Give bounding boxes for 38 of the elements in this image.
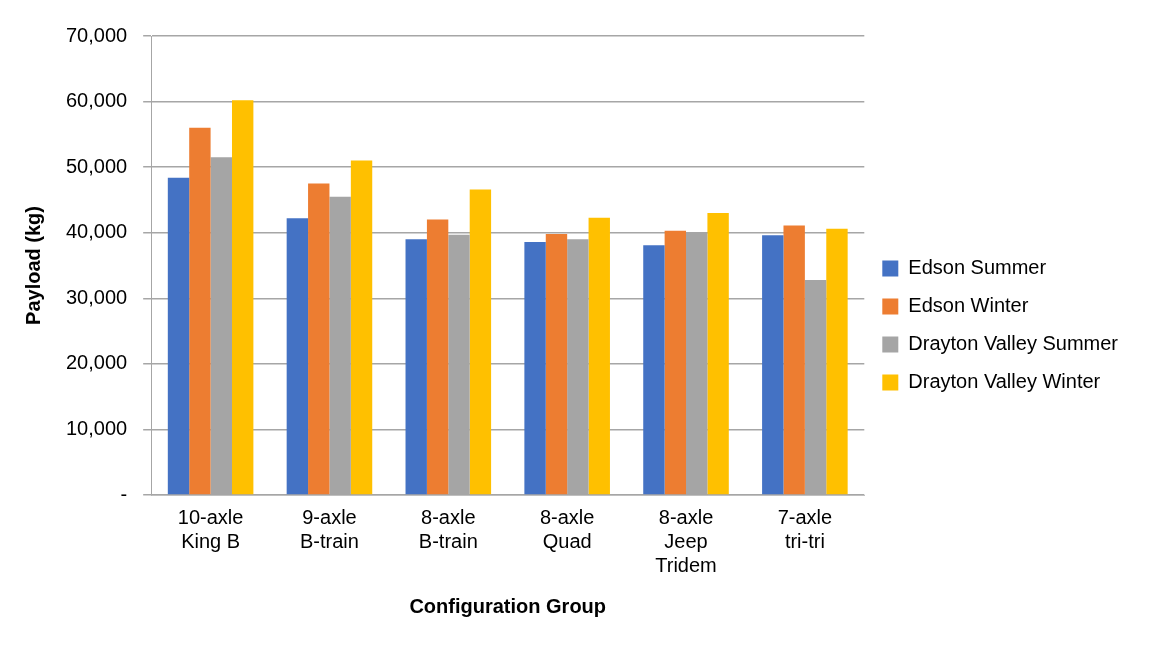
bar <box>286 218 309 495</box>
bar <box>524 241 546 495</box>
y-axis-title: Payload (kg) <box>21 206 44 325</box>
x-tick-label: 10-axle King B <box>177 505 244 552</box>
legend-label: Drayton Valley Summer <box>908 332 1119 355</box>
bar <box>308 183 330 495</box>
bar <box>762 235 784 495</box>
bar <box>783 225 805 495</box>
x-tick-label: 8-axle B-train <box>418 505 478 552</box>
legend-label: Edson Winter <box>908 294 1029 317</box>
bar <box>826 228 848 495</box>
bar <box>189 127 211 495</box>
bar <box>469 189 492 495</box>
y-tick-label: - <box>120 482 128 505</box>
bar <box>405 239 427 495</box>
legend-label: Edson Summer <box>908 256 1047 279</box>
y-tick-label: 20,000 <box>66 351 128 374</box>
bar <box>426 219 449 495</box>
x-tick-label: 9-axle B-train <box>300 505 359 552</box>
bar <box>167 177 190 495</box>
y-tick-label: 30,000 <box>66 285 128 308</box>
y-tick-label: 40,000 <box>66 220 128 243</box>
bar <box>545 234 568 495</box>
bar <box>664 230 687 495</box>
bar <box>231 100 254 495</box>
legend-label: Drayton Valley Winter <box>908 370 1101 393</box>
y-tick-label: 70,000 <box>66 23 128 46</box>
bar <box>707 213 729 495</box>
bar <box>643 245 665 495</box>
x-axis-title: Configuration Group <box>409 594 607 617</box>
y-tick-label: 50,000 <box>66 154 128 177</box>
y-tick-label: 60,000 <box>66 89 128 112</box>
y-tick-label: 10,000 <box>66 416 128 439</box>
x-tick-label: 8-axle Quad <box>539 505 595 552</box>
x-tick-label: 8-axle Jeep Tridem <box>655 505 717 576</box>
x-tick-label: 7-axle tri-tri <box>777 505 833 552</box>
bar <box>350 160 373 495</box>
bar <box>588 217 610 495</box>
